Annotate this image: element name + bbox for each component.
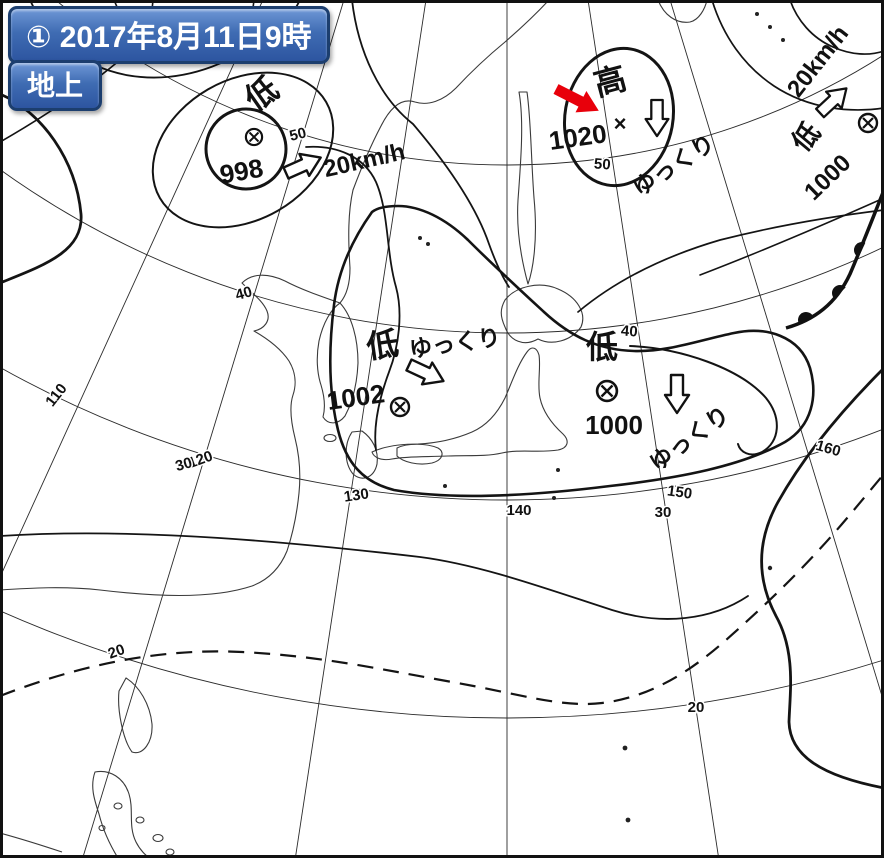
center-mark-low-east <box>595 379 619 403</box>
parallel-label-30-west: 30 <box>173 454 194 475</box>
coast-taiwan <box>118 677 153 754</box>
parallel-label-50-west: 50 <box>288 124 308 145</box>
low-nw-speed: 20km/h <box>321 138 408 183</box>
coastlines <box>0 0 708 858</box>
island-jeju <box>323 433 337 443</box>
arrow-low-east-south <box>663 373 691 415</box>
center-mark-low-sea-of-japan <box>389 396 411 418</box>
island <box>98 824 106 832</box>
date-title-badge: ① 2017年8月11日9時 <box>8 6 330 64</box>
island <box>135 816 145 824</box>
coast-hokkaido <box>500 284 584 344</box>
island <box>152 833 164 843</box>
low-ne-label: 低 <box>785 117 826 158</box>
parallel-label-50-east: 50 <box>593 155 611 173</box>
island <box>165 848 175 856</box>
center-mark-low-nw <box>244 127 264 147</box>
high-pressure: 1020 <box>547 118 608 156</box>
center-mark-low-ne <box>857 112 879 134</box>
arrow-low-nw-northeast <box>279 145 327 186</box>
dashed-trough-line <box>0 473 884 706</box>
meridian-label-140: 140 <box>506 502 531 519</box>
parallel-label-20-west: 20 <box>106 641 127 663</box>
isobar-998-closed <box>204 107 288 191</box>
meridian-label-160: 160 <box>814 437 843 460</box>
low-east-movement: ゆっくり <box>644 401 734 476</box>
map-type-badge: 地上 <box>8 60 103 111</box>
low-ne-pressure: 1000 <box>799 149 856 206</box>
warm-front <box>785 189 884 330</box>
system-labels: 低 998 20km/h 高 1020 × ゆっくり 低 ゆっくり 1002 低… <box>217 20 856 476</box>
graticule-labels: 110 120 130 140 150 160 50 50 40 40 30 3… <box>41 123 844 718</box>
small-islands-dots <box>418 12 785 823</box>
coast-kamchatka-tip <box>657 0 708 23</box>
parallel-label-40-east: 40 <box>620 322 638 340</box>
island <box>113 802 123 810</box>
coast-korea <box>316 302 359 424</box>
coast-sakhalin <box>517 91 536 285</box>
coast-asia-mainland <box>0 0 550 597</box>
isobar-japan-loop <box>329 204 815 498</box>
high-center-mark: × <box>614 111 627 136</box>
parallel-label-40-west: 40 <box>233 283 254 304</box>
meridian-label-150: 150 <box>666 482 693 502</box>
isobar-high-1020 <box>562 46 676 188</box>
arrow-high-south <box>644 98 670 138</box>
low-east-pressure: 1000 <box>585 410 643 440</box>
coast-honshu <box>371 347 568 461</box>
high-label: 高 <box>590 60 630 103</box>
parallel-label-20-east: 20 <box>688 699 705 716</box>
low-sj-movement: ゆっくり <box>408 324 503 363</box>
parallel-label-30-east: 30 <box>655 504 672 521</box>
graticule-parallels <box>0 0 884 719</box>
low-nw-pressure: 998 <box>217 153 265 190</box>
coast-borneo <box>0 832 63 853</box>
coast-shikoku <box>396 443 443 465</box>
isobars <box>0 0 884 790</box>
meridian-label-130: 130 <box>343 485 370 505</box>
coast-luzon <box>92 770 151 858</box>
low-nw-label: 低 <box>238 70 285 118</box>
arrow-low-ne-northeast <box>811 78 856 123</box>
high-movement: ゆっくり <box>628 129 719 201</box>
meridian-label-110: 110 <box>42 380 70 410</box>
low-sj-label: 低 <box>364 325 401 365</box>
low-east-label: 低 <box>586 329 618 365</box>
